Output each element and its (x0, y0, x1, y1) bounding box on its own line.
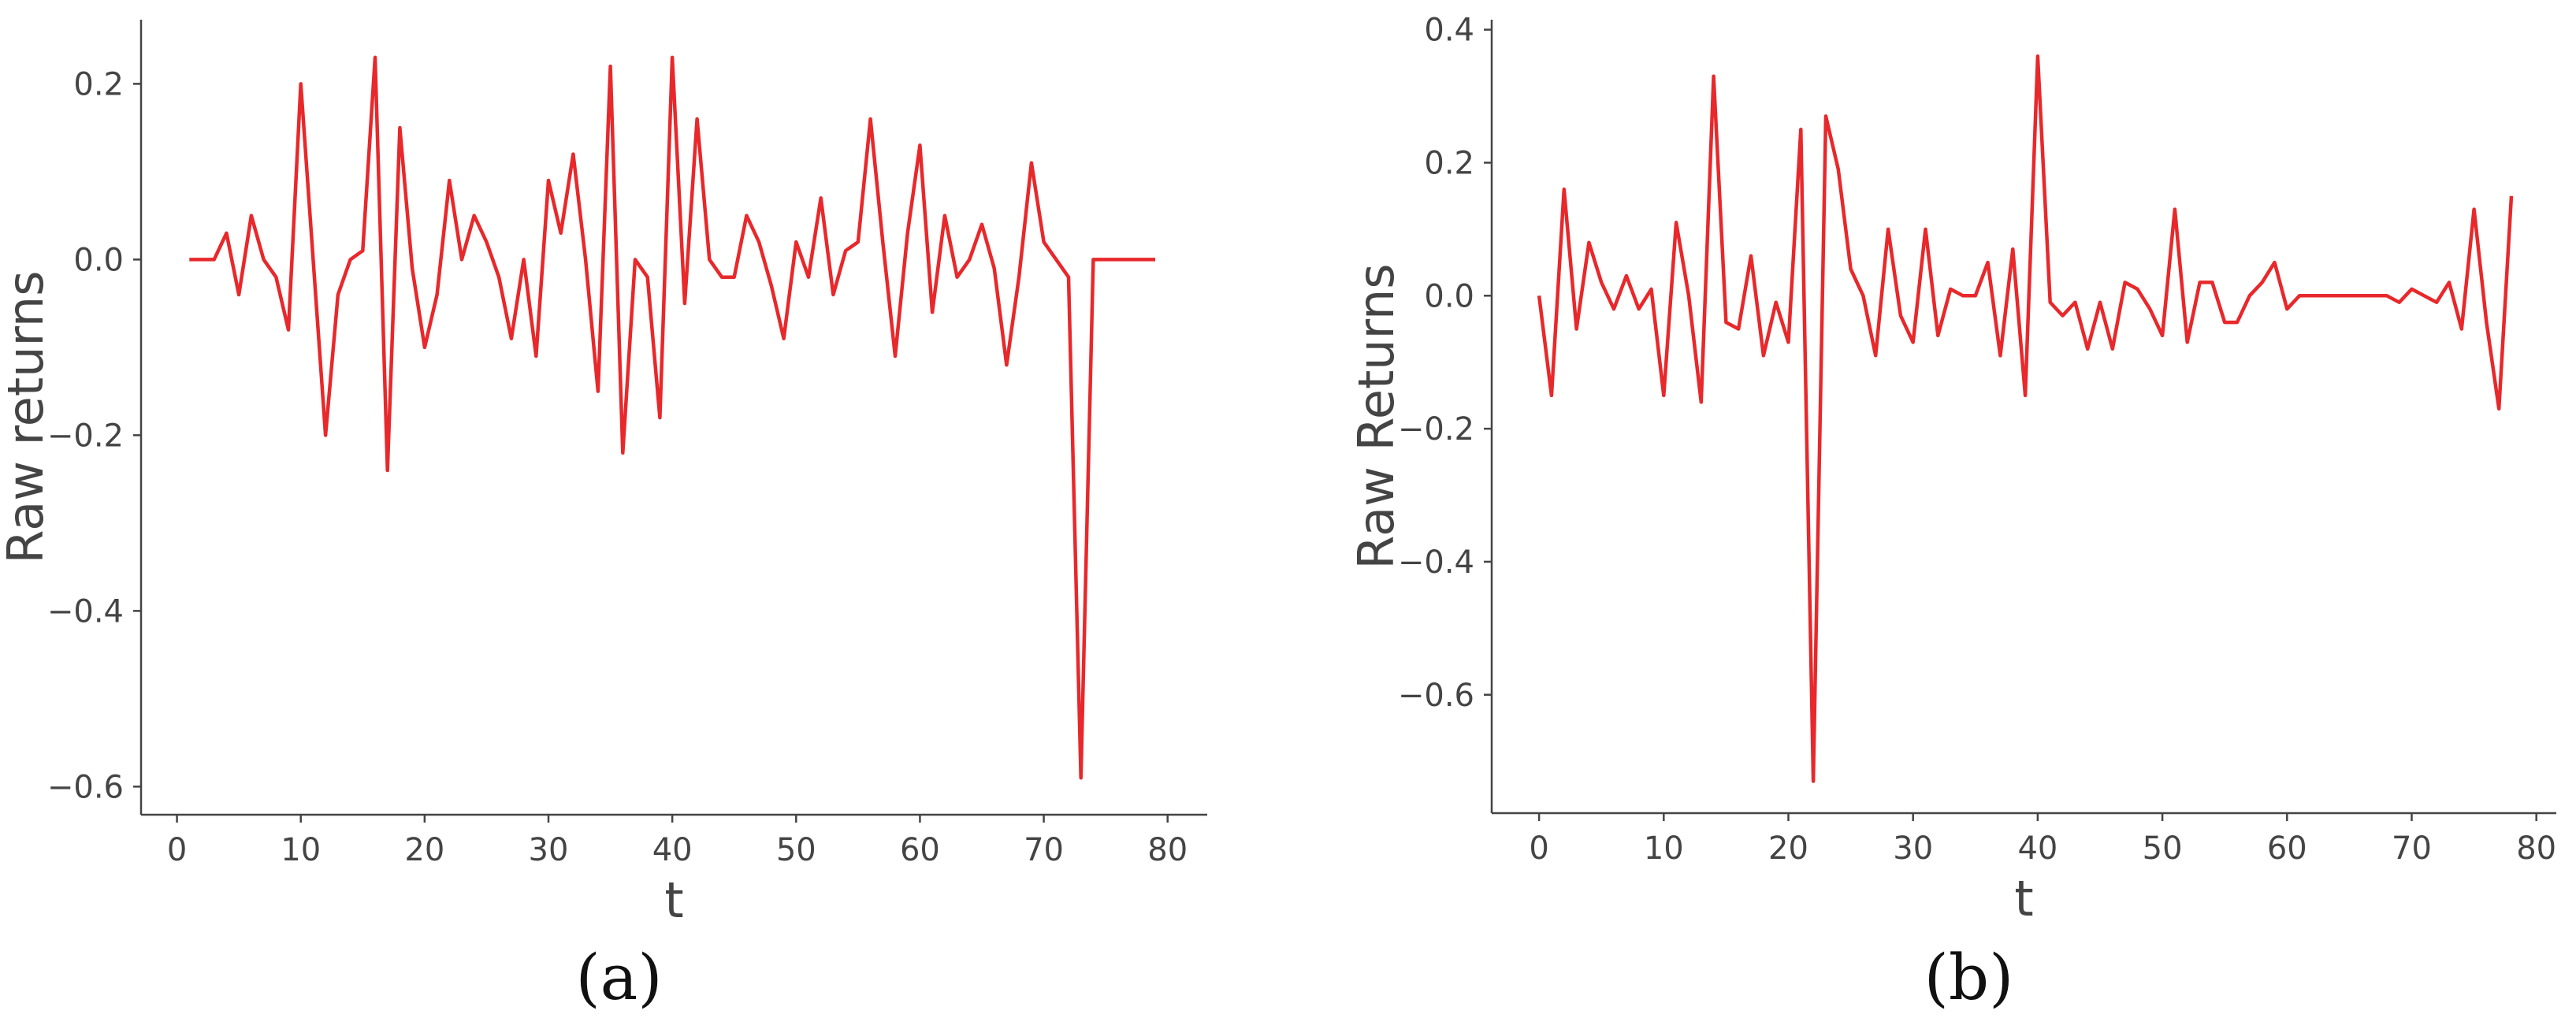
x-axis-label: t (2014, 870, 2033, 927)
x-tick-label: 60 (900, 832, 940, 868)
y-tick-label: −0.2 (47, 418, 124, 454)
y-axis-label: Raw returns (0, 271, 54, 564)
y-tick-label: −0.2 (1398, 411, 1474, 448)
x-tick-label: 20 (404, 832, 444, 868)
y-tick-label: 0.2 (1424, 145, 1474, 181)
data-line (1537, 54, 2514, 783)
y-tick-label: −0.6 (1398, 678, 1474, 714)
x-tick-label: 70 (1024, 832, 1064, 868)
y-tick-label: 0.0 (1424, 278, 1474, 314)
x-tick-label: 60 (2267, 830, 2307, 867)
y-tick-label: −0.6 (47, 769, 124, 805)
caption: (b) (1924, 941, 2014, 1014)
y-tick-label: 0.2 (73, 66, 124, 102)
x-tick-label: 50 (2143, 830, 2183, 867)
x-tick-label: 80 (1147, 832, 1188, 868)
x-tick-label: 10 (281, 832, 321, 868)
y-tick-label: −0.4 (1398, 544, 1474, 581)
y-tick-label: 0.0 (73, 242, 124, 278)
caption: (a) (575, 941, 662, 1014)
x-tick-label: 10 (1644, 830, 1684, 867)
x-tick-label: 0 (1529, 830, 1548, 867)
y-tick-label: 0.4 (1424, 13, 1474, 49)
x-tick-label: 0 (167, 832, 187, 868)
y-axis-label: Raw Returns (1347, 263, 1405, 569)
x-tick-label: 30 (1893, 830, 1933, 867)
data-line (189, 55, 1155, 780)
x-tick-label: 30 (529, 832, 569, 868)
x-tick-label: 70 (2392, 830, 2432, 867)
x-tick-label: 20 (1768, 830, 1808, 867)
x-tick-label: 40 (652, 832, 693, 868)
x-tick-label: 80 (2516, 830, 2556, 867)
y-tick-label: −0.4 (47, 593, 124, 630)
x-axis-label: t (664, 871, 683, 929)
x-tick-label: 40 (2017, 830, 2057, 867)
x-tick-label: 50 (776, 832, 816, 868)
